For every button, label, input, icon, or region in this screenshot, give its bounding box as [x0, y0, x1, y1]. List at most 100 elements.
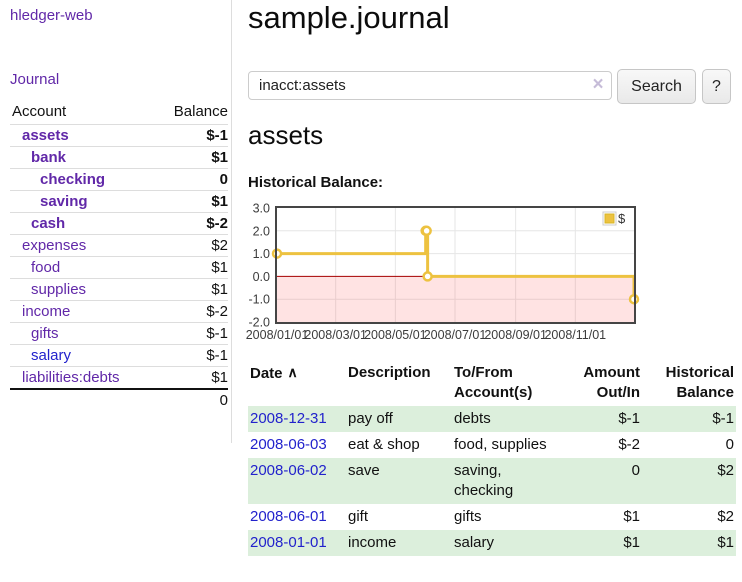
account-balance: $1 [148, 146, 228, 169]
historical-balance-chart: $3.0 2.0 1.0 0.0 -1.0 -2.0 2008/01/01 2008/03/0… [242, 200, 742, 345]
accounts-header-row: Account Balance [10, 100, 228, 125]
transaction-amount: $1 [623, 508, 640, 525]
transaction-accounts: salary [454, 534, 495, 551]
account-row: checking 0 [10, 168, 228, 191]
account-balance: 0 [148, 168, 228, 191]
account-link[interactable]: liabilities:debts [22, 369, 120, 386]
account-row: bank $1 [10, 146, 228, 169]
svg-text:2008/03/01: 2008/03/01 [304, 328, 367, 342]
register-col-date: Date [250, 365, 283, 382]
account-row: food $1 [10, 256, 228, 279]
help-button[interactable]: ? [702, 69, 731, 104]
transaction-balance: $2 [717, 508, 734, 525]
account-balance: $-1 [148, 344, 228, 367]
account-row: salary $-1 [10, 344, 228, 367]
transaction-row: 2008-06-02 save saving, checking 0 $2 [248, 458, 736, 504]
account-link[interactable]: cash [31, 215, 66, 232]
register-col-description: Description [348, 364, 431, 381]
account-link[interactable]: food [31, 259, 61, 276]
account-link[interactable]: checking [40, 171, 106, 188]
account-link[interactable]: assets [22, 127, 69, 144]
clear-search-icon[interactable]: × [592, 74, 604, 95]
svg-text:1.0: 1.0 [253, 247, 270, 261]
search-button[interactable]: Search [617, 69, 696, 104]
account-balance: $-2 [148, 212, 228, 235]
transaction-balance: 0 [725, 436, 734, 453]
account-row: supplies $1 [10, 278, 228, 301]
transaction-amount: $-2 [618, 436, 640, 453]
account-link[interactable]: supplies [31, 281, 87, 298]
account-row: liabilities:debts $1 [10, 366, 228, 390]
accounts-body: assets $-1 bank $1 checking 0 saving $1 cash $-2 e… [10, 124, 228, 390]
account-link[interactable]: salary [31, 347, 72, 364]
svg-text:2008/09/01: 2008/09/01 [484, 328, 547, 342]
svg-text:2.0: 2.0 [253, 224, 270, 238]
chart-canvas: $3.0 2.0 1.0 0.0 -1.0 -2.02008/01/012008/03/0… [246, 202, 640, 342]
transaction-description: income [348, 534, 397, 551]
sidebar-item-journal[interactable]: Journal [10, 71, 60, 88]
transaction-row: 2008-06-01 gift gifts $1 $2 [248, 504, 736, 530]
account-link[interactable]: expenses [22, 237, 87, 254]
transaction-accounts: debts [454, 410, 491, 427]
svg-text:0.0: 0.0 [253, 270, 270, 284]
account-row: cash $-2 [10, 212, 228, 235]
accounts-total-value: 0 [148, 388, 228, 411]
register-header-row: Date ∧ Description To/From Account(s) Amo… [248, 363, 736, 406]
sort-asc-icon: ∧ [287, 364, 298, 380]
transaction-date-link[interactable]: 2008-06-03 [250, 436, 327, 453]
account-link[interactable]: bank [31, 149, 67, 166]
register-col-accounts: To/From Account(s) [454, 364, 533, 401]
page-title: sample.journal [248, 0, 450, 35]
accounts-col-balance: Balance [148, 100, 228, 125]
svg-text:-2.0: -2.0 [248, 316, 270, 330]
account-balance: $-1 [148, 322, 228, 345]
transaction-row: 2008-06-03 eat & shop food, supplies $-2 0 [248, 432, 736, 458]
sidebar: hledger-web Journal Account Balance asse… [0, 0, 232, 443]
transaction-row: 2008-01-01 income salary $1 $1 [248, 530, 736, 556]
svg-text:-1.0: -1.0 [248, 293, 270, 307]
transaction-accounts: food, supplies [454, 436, 547, 453]
register-col-amount: Amount Out/In [583, 364, 640, 401]
account-balance: $2 [148, 234, 228, 257]
account-balance: $-2 [148, 300, 228, 323]
transaction-date-link[interactable]: 2008-01-01 [250, 534, 327, 551]
svg-text:2008/07/01: 2008/07/01 [424, 328, 487, 342]
transaction-amount: $1 [623, 534, 640, 551]
account-link[interactable]: income [22, 303, 71, 320]
transaction-description: eat & shop [348, 436, 420, 453]
account-balance: $-1 [148, 124, 228, 147]
account-balance: $1 [148, 278, 228, 301]
transaction-balance: $2 [717, 462, 734, 479]
transaction-accounts: saving, checking [454, 462, 514, 499]
column-sort-date[interactable]: Date ∧ [250, 364, 298, 382]
transaction-amount: 0 [631, 462, 640, 479]
account-link[interactable]: saving [40, 193, 88, 210]
transaction-row: 2008-12-31 pay off debts $-1 $-1 [248, 406, 736, 432]
account-row: expenses $2 [10, 234, 228, 257]
transaction-amount: $-1 [618, 410, 640, 427]
transaction-description: pay off [348, 410, 393, 427]
transaction-balance: $1 [717, 534, 734, 551]
account-heading: assets [248, 120, 324, 150]
svg-text:$: $ [618, 211, 626, 226]
search-input[interactable] [248, 71, 612, 100]
transaction-date-link[interactable]: 2008-06-01 [250, 508, 327, 525]
account-row: gifts $-1 [10, 322, 228, 345]
svg-text:2008/01/01: 2008/01/01 [246, 328, 309, 342]
transaction-date-link[interactable]: 2008-12-31 [250, 410, 327, 427]
transaction-date-link[interactable]: 2008-06-02 [250, 462, 327, 479]
chart-heading: Historical Balance: [248, 174, 384, 191]
register-table: Date ∧ Description To/From Account(s) Amo… [248, 363, 736, 556]
transaction-description: gift [348, 508, 369, 525]
app-brand-link[interactable]: hledger-web [10, 7, 93, 24]
account-link[interactable]: gifts [31, 325, 59, 342]
register-col-balance: Historical Balance [665, 364, 734, 401]
register-body: 2008-12-31 pay off debts $-1 $-1 2008-06-03 ea… [248, 406, 736, 556]
svg-text:2008/11/01: 2008/11/01 [544, 328, 606, 342]
accounts-col-account: Account [10, 100, 148, 125]
main-content: sample.journal × Search ? assets Histori… [246, 0, 742, 582]
transaction-accounts: gifts [454, 508, 482, 525]
account-row: income $-2 [10, 300, 228, 323]
svg-text:3.0: 3.0 [253, 202, 270, 216]
account-balance: $1 [148, 256, 228, 279]
